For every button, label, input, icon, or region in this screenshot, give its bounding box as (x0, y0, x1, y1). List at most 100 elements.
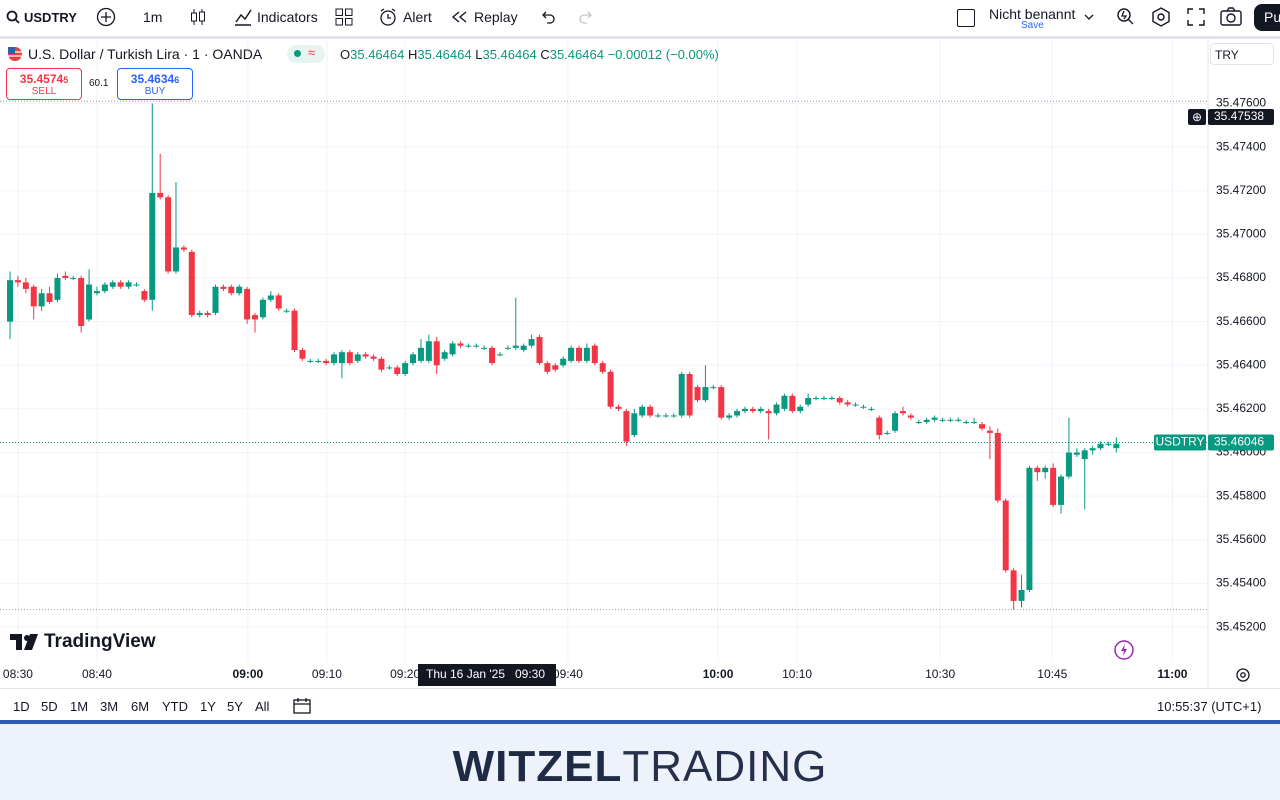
candle-body (38, 293, 45, 307)
templates-icon[interactable] (335, 8, 353, 26)
candle-body (710, 387, 717, 389)
candle-body (718, 387, 725, 418)
x-tick-label: 10:45 (1037, 667, 1067, 681)
indicators-icon[interactable] (233, 7, 253, 27)
undo-icon[interactable] (541, 10, 557, 24)
candle-body (1081, 450, 1088, 460)
range-button[interactable]: YTD (162, 699, 188, 714)
spread: 60.1 (89, 78, 109, 89)
banner (0, 724, 1280, 800)
sell-button[interactable]: 35.45745 SELL (6, 68, 82, 100)
candle-body (560, 358, 567, 366)
candle-body (734, 411, 741, 416)
range-button[interactable]: 1M (70, 699, 89, 714)
candle-body (299, 350, 306, 359)
candle-icon[interactable] (188, 7, 208, 27)
candle-body (259, 299, 266, 318)
candle-body (978, 424, 985, 429)
candle-body (639, 406, 646, 416)
alert[interactable]: Alert (403, 9, 432, 25)
candle-body (157, 192, 164, 198)
candle-body (109, 282, 116, 287)
interval[interactable]: 1m (143, 9, 163, 25)
candle-body (1058, 476, 1065, 505)
crosshair-label: 35.47538 (1214, 109, 1264, 123)
range-button[interactable]: 5Y (227, 699, 243, 714)
lightning-icon[interactable] (1113, 639, 1135, 661)
candle-body (931, 417, 938, 420)
candle-body (781, 395, 788, 409)
candle-body (655, 415, 662, 417)
range-button[interactable]: 3M (100, 699, 119, 714)
axis-settings-icon[interactable] (1235, 667, 1251, 683)
candle-body (220, 286, 227, 289)
candle-body (291, 310, 298, 350)
add-icon[interactable] (96, 7, 116, 27)
x-tick-label: 10:00 (703, 667, 734, 681)
date-range-icon[interactable] (292, 697, 312, 715)
range-button[interactable]: 1D (13, 699, 30, 714)
banner-text: WITZELTRADING (452, 742, 828, 791)
candle-body (860, 406, 867, 408)
snapshot-icon[interactable] (1220, 7, 1242, 27)
candle-body (386, 367, 393, 369)
publish[interactable]: Pu (1254, 4, 1280, 31)
candle-body (884, 432, 891, 434)
y-tick-label: 35.46800 (1216, 270, 1266, 284)
candle-body (252, 315, 259, 320)
candle-body (955, 419, 962, 421)
candle-body (813, 398, 820, 399)
candle-body (828, 398, 835, 399)
symbol[interactable]: USDTRY (24, 10, 77, 25)
candle-body (852, 404, 859, 406)
dropdown-icon[interactable] (1083, 12, 1095, 22)
layout-icon[interactable] (957, 9, 975, 27)
logo-icon (10, 634, 38, 650)
candle-body (662, 415, 669, 417)
alert-icon[interactable] (378, 7, 398, 27)
save[interactable]: Save (1021, 20, 1044, 31)
candle-body (899, 411, 906, 414)
candle-body (283, 310, 290, 312)
candle-body (362, 354, 369, 357)
candle-body (520, 345, 527, 350)
range-button[interactable]: 6M (131, 699, 150, 714)
candle-body (267, 295, 274, 300)
candle-body (46, 293, 53, 302)
candle-body (773, 404, 780, 414)
last-price-label: 35.46046 (1214, 435, 1264, 449)
candle-body (607, 371, 614, 407)
buy-button[interactable]: 35.46346 BUY (117, 68, 193, 100)
candle-body (536, 336, 543, 364)
candle-body (765, 411, 772, 414)
indicators[interactable]: Indicators (257, 9, 318, 25)
quick-search-icon[interactable] (1115, 6, 1135, 28)
candle-body (196, 312, 203, 316)
replay[interactable]: Replay (474, 9, 518, 25)
candle-body (62, 275, 69, 278)
candle-body (1010, 570, 1017, 601)
range-button[interactable]: All (255, 699, 270, 714)
replay-icon[interactable] (451, 10, 467, 24)
status-pill: ≈ (287, 45, 325, 63)
y-tick-label: 35.47000 (1216, 227, 1266, 241)
candle-body (749, 408, 756, 412)
candle-body (623, 411, 630, 442)
currency[interactable]: TRY (1210, 43, 1274, 65)
y-tick-label: 35.46200 (1216, 401, 1266, 415)
y-tick-label: 35.46400 (1216, 357, 1266, 371)
range-button[interactable]: 1Y (200, 699, 216, 714)
fullscreen-icon[interactable] (1187, 8, 1205, 26)
crosshair-add (1188, 108, 1206, 125)
chart: 35.47600 35.47400 35.47200 35.47000 35.46800… (0, 38, 1274, 688)
candle-body (647, 406, 654, 416)
banner-line (0, 720, 1280, 724)
layout-name[interactable]: Nicht benannt (989, 6, 1076, 22)
candle-body (1018, 590, 1025, 601)
candle-body (165, 197, 172, 272)
candle-body (528, 339, 535, 346)
settings-icon[interactable] (1150, 6, 1172, 28)
redo-icon[interactable] (577, 10, 593, 24)
range-button[interactable]: 5D (41, 699, 58, 714)
candle-body (686, 374, 693, 416)
